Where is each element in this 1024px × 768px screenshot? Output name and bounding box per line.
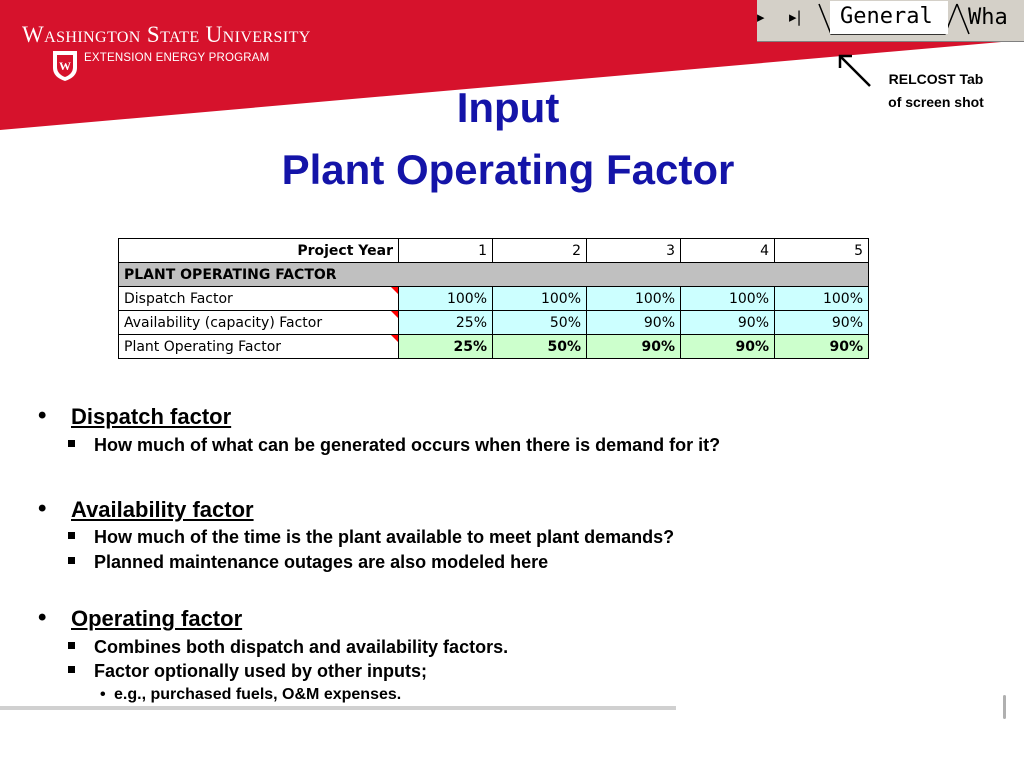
- bullet-dot-icon: •: [38, 604, 47, 631]
- value-cell: 50%: [492, 334, 587, 359]
- callout-arrow-icon: [838, 54, 871, 87]
- sub-bullet-text: How much of the time is the plant availa…: [94, 527, 675, 547]
- scroll-right-icon[interactable]: ▸: [757, 8, 765, 26]
- tab-outline: [818, 3, 970, 35]
- square-bullet-icon: [68, 642, 75, 649]
- year-cell: 2: [492, 238, 587, 263]
- row-label: Plant Operating Factor: [118, 334, 399, 359]
- row-label-text: Plant Operating Factor: [124, 338, 282, 355]
- sheet-tab-strip: ▸ ▸| General Wha: [757, 0, 1024, 42]
- value-cell[interactable]: 100%: [492, 286, 587, 311]
- callout-text: RELCOST Tab of screen shot: [866, 68, 1006, 114]
- table-row: Plant Operating Factor 25% 50% 90% 90% 9…: [118, 334, 869, 359]
- value-cell: 90%: [586, 334, 681, 359]
- sub-bullet-text: Planned maintenance outages are also mod…: [94, 552, 549, 572]
- bullet-title: Dispatch factor: [71, 404, 232, 429]
- square-bullet-icon: [68, 666, 75, 673]
- tab-next[interactable]: Wha: [968, 5, 1008, 30]
- table-row: Dispatch Factor 100% 100% 100% 100% 100%: [118, 286, 869, 311]
- square-bullet-icon: [68, 440, 75, 447]
- value-cell: 25%: [398, 334, 493, 359]
- cougar-shield-icon: W: [53, 51, 77, 81]
- callout-line1: RELCOST Tab: [888, 71, 984, 87]
- comment-indicator-icon[interactable]: [391, 335, 398, 342]
- value-cell[interactable]: 100%: [586, 286, 681, 311]
- university-name: Washington State University: [22, 22, 311, 47]
- bullet-dot-icon: •: [38, 402, 47, 429]
- table-row: Availability (capacity) Factor 25% 50% 9…: [118, 310, 869, 335]
- section-header: PLANT OPERATING FACTOR: [118, 262, 869, 287]
- year-cell: 4: [680, 238, 775, 263]
- tab-general[interactable]: General: [830, 1, 948, 34]
- value-cell[interactable]: 100%: [774, 286, 869, 311]
- value-cell[interactable]: 100%: [680, 286, 775, 311]
- small-bullet-dot-icon: •: [100, 686, 106, 703]
- value-cell[interactable]: 100%: [398, 286, 493, 311]
- page-title: Input: [456, 84, 560, 131]
- value-cell[interactable]: 90%: [586, 310, 681, 335]
- value-cell[interactable]: 25%: [398, 310, 493, 335]
- callout-line2: of screen shot: [888, 94, 984, 110]
- year-cell: 3: [586, 238, 681, 263]
- page-subtitle: Plant Operating Factor: [281, 146, 735, 193]
- slide-edge-mark: [1003, 695, 1006, 719]
- sub-sub-bullet-text: e.g., purchased fuels, O&M expenses.: [114, 686, 402, 703]
- year-cell: 5: [774, 238, 869, 263]
- year-cell: 1: [398, 238, 493, 263]
- value-cell: 90%: [680, 334, 775, 359]
- scroll-last-icon[interactable]: ▸|: [789, 8, 802, 26]
- project-year-label: Project Year: [118, 238, 399, 263]
- row-label-text: Availability (capacity) Factor: [124, 314, 323, 331]
- value-cell[interactable]: 90%: [680, 310, 775, 335]
- bullet-title: Availability factor: [71, 497, 254, 522]
- row-label-text: Dispatch Factor: [124, 290, 233, 307]
- table-header-row: Project Year 1 2 3 4 5: [118, 238, 869, 263]
- square-bullet-icon: [68, 532, 75, 539]
- comment-indicator-icon[interactable]: [391, 287, 398, 294]
- svg-text:W: W: [59, 59, 71, 73]
- comment-indicator-icon[interactable]: [391, 311, 398, 318]
- row-label: Availability (capacity) Factor: [118, 310, 399, 335]
- footer-divider: [0, 706, 676, 710]
- section-row: PLANT OPERATING FACTOR: [118, 262, 869, 287]
- sub-bullet-text: Factor optionally used by other inputs;: [94, 661, 428, 681]
- value-cell[interactable]: 90%: [774, 310, 869, 335]
- operating-factor-table: Project Year 1 2 3 4 5 PLANT OPERATING F…: [118, 238, 869, 359]
- value-cell: 90%: [774, 334, 869, 359]
- sub-bullet-text: Combines both dispatch and availability …: [94, 637, 509, 657]
- bullet-title: Operating factor: [71, 606, 243, 631]
- sub-bullet-text: How much of what can be generated occurs…: [94, 435, 721, 455]
- row-label: Dispatch Factor: [118, 286, 399, 311]
- value-cell[interactable]: 50%: [492, 310, 587, 335]
- bullet-dot-icon: •: [38, 495, 47, 522]
- square-bullet-icon: [68, 557, 75, 564]
- program-name: EXTENSION ENERGY PROGRAM: [84, 52, 270, 64]
